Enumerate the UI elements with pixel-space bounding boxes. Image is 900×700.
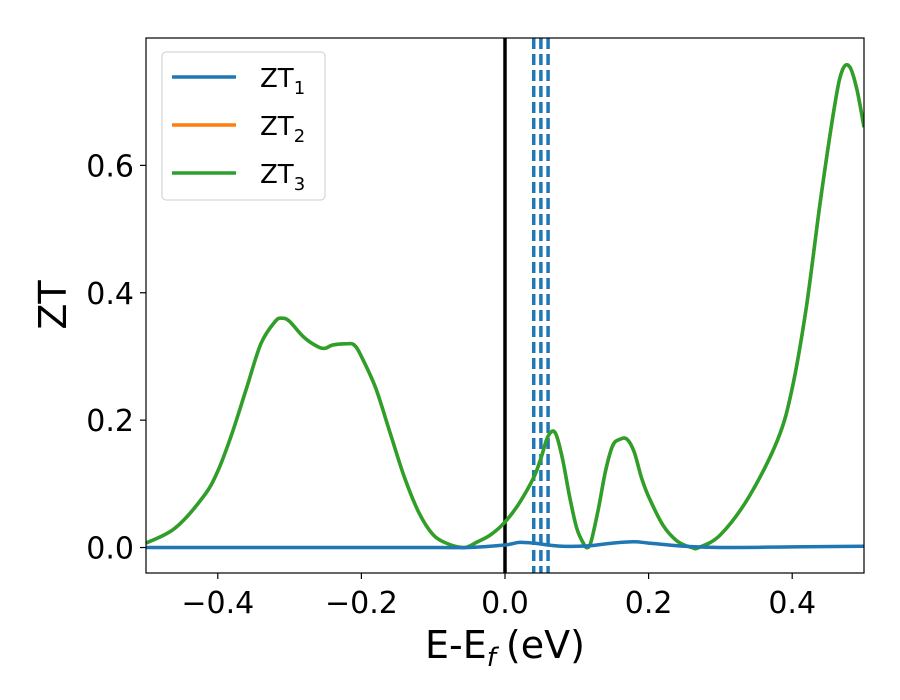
legend-label-zt1: ZT1 [260,64,305,99]
y-tick-label: 0.0 [86,532,134,567]
legend-box [161,51,326,201]
y-tick-label: 0.2 [86,404,134,439]
legend-label-zt2: ZT2 [260,112,305,147]
x-axis-label-sub: f [487,643,500,673]
reference-lines [503,38,550,573]
legend: ZT1 ZT2 ZT3 [161,51,326,201]
x-tick-label: 0.4 [768,586,816,621]
y-tick-label: 0.4 [86,277,134,312]
y-axis-label: ZT [31,280,75,330]
x-tick-label: 0.0 [481,586,529,621]
x-tick-label: −0.2 [325,586,398,621]
y-tick-label: 0.6 [86,149,134,184]
series-line-zt1 [146,540,864,550]
legend-label-zt3: ZT3 [260,160,305,195]
x-axis-ticks: −0.4 −0.2 0.0 0.2 0.4 [181,573,816,621]
x-axis-label: E-Ef (eV) [425,623,585,673]
series-layer [146,63,864,551]
series-line-zt3 [146,63,864,551]
x-tick-label: −0.4 [181,586,254,621]
x-axis-label-main: E-E [425,623,487,667]
x-axis-label-unit: (eV) [506,623,585,667]
y-axis-ticks: 0.0 0.2 0.4 0.6 [86,149,146,567]
x-tick-label: 0.2 [625,586,673,621]
